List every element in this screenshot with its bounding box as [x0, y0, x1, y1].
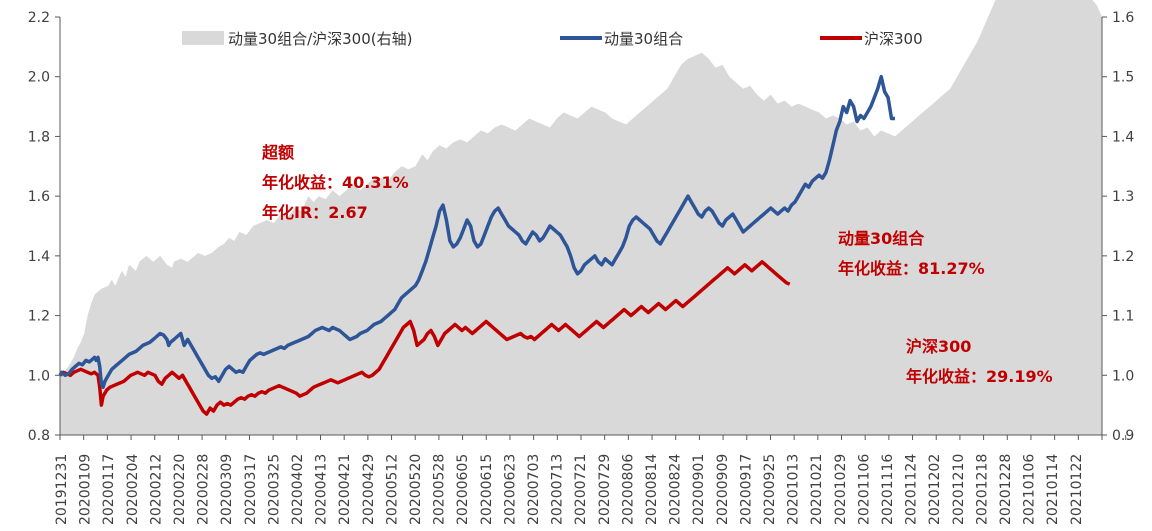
- x-axis-tick-label: 20201210: [951, 454, 967, 525]
- annotation-momentum-title: 动量30组合: [838, 229, 925, 248]
- x-axis-tick-label: 20200220: [172, 454, 188, 525]
- x-axis-tick-label: 20201218: [974, 454, 990, 525]
- x-axis-tick-label: 20200729: [597, 454, 613, 525]
- x-axis-tick-label: 20201029: [833, 454, 849, 525]
- x-axis-tick-label: 20200421: [337, 454, 353, 525]
- right-axis-tick-label: 1.2: [1112, 249, 1134, 265]
- annotation-hs300: 沪深300 年化收益：29.19%: [906, 337, 1053, 386]
- right-axis-tick-label: 1.6: [1112, 10, 1134, 26]
- x-axis-tick-label: 20200917: [738, 454, 754, 525]
- x-axis-tick-label: 20210114: [1045, 454, 1061, 525]
- x-axis-tick-label: 20200212: [148, 454, 164, 525]
- annotation-hs300-return: 年化收益：29.19%: [906, 367, 1053, 386]
- x-axis-tick-label: 20200309: [219, 454, 235, 525]
- x-axis-tick-label: 20200429: [361, 454, 377, 525]
- series-lines-layer: [58, 74, 895, 416]
- x-axis-tick-label: 20200814: [644, 454, 660, 525]
- x-axis-tick-label: 20201116: [880, 454, 896, 525]
- annotation-momentum-return: 年化收益：81.27%: [838, 259, 985, 278]
- x-axis-tick-label: 20201202: [927, 454, 943, 525]
- excess-return-area-layer: [60, 0, 1102, 435]
- x-axis-tick-label: 20200317: [243, 454, 259, 525]
- x-axis-tick-label: 20210122: [1069, 454, 1085, 525]
- right-axis-tick-label: 1.5: [1112, 70, 1134, 86]
- x-axis-tick-label: 20210106: [1022, 454, 1038, 525]
- hs300-line: [58, 260, 791, 416]
- x-axis-tick-label: 20201124: [904, 454, 920, 525]
- x-axis-tick-label: 20200806: [620, 454, 636, 525]
- x-axis-tick-label: 20200228: [196, 454, 212, 525]
- annotation-excess: 超额 年化收益：40.31% 年化IR：2.67: [261, 143, 409, 222]
- left-axis-tick-label: 1.4: [28, 249, 50, 265]
- left-axis-tick-label: 1.0: [28, 368, 50, 384]
- x-axis-tick-label: 20200721: [573, 454, 589, 525]
- x-axis-tick-label: 20200703: [526, 454, 542, 525]
- left-axis-tick-label: 2.2: [28, 10, 50, 26]
- x-axis-tick-label: 20191231: [54, 454, 70, 525]
- x-axis-tick-label: 20200413: [314, 454, 330, 525]
- x-axis-tick-label: 20200713: [550, 454, 566, 525]
- legend-label-momentum: 动量30组合: [604, 30, 683, 48]
- left-axis-tick-label: 2.0: [28, 70, 50, 86]
- x-axis-tick-label: 20200528: [432, 454, 448, 525]
- right-axis-tick-label: 0.9: [1112, 428, 1134, 444]
- annotation-excess-return: 年化收益：40.31%: [262, 173, 409, 192]
- x-axis-tick-label: 20200909: [715, 454, 731, 525]
- right-axis-tick-label: 1.3: [1112, 189, 1134, 205]
- legend-swatch-excess-area: [182, 31, 224, 45]
- x-axis-tick-label: 20201013: [786, 454, 802, 525]
- x-axis-tick-label: 20200512: [384, 454, 400, 525]
- annotation-momentum: 动量30组合 年化收益：81.27%: [838, 229, 985, 278]
- x-axis-tick-label: 20201228: [998, 454, 1014, 525]
- x-axis-tick-label: 20200605: [455, 454, 471, 525]
- annotation-excess-title: 超额: [261, 143, 294, 162]
- x-axis-tick-label: 20200520: [408, 454, 424, 525]
- x-axis-tick-label: 20200901: [691, 454, 707, 525]
- x-axis-tick-label: 20200109: [78, 454, 94, 525]
- legend-label-excess-area: 动量30组合/沪深300(右轴): [228, 30, 412, 48]
- x-axis-tick-label: 20200615: [479, 454, 495, 525]
- legend-label-hs300: 沪深300: [864, 30, 923, 48]
- right-axis-tick-label: 1.1: [1112, 309, 1134, 325]
- axes-layer: 0.8 1.0 1.2 1.4 1.6 1.8 2.0 2.2 0.9 1.0 1.1 1.2 1.3 1…: [28, 10, 1135, 525]
- excess-return-area: [60, 0, 1102, 435]
- x-axis-tick-label: 20200325: [266, 454, 282, 525]
- x-axis-tick-label: 20200402: [290, 454, 306, 525]
- left-axis-tick-label: 0.8: [28, 428, 50, 444]
- momentum-line: [58, 74, 895, 389]
- x-axis-tick-label: 20200824: [668, 454, 684, 525]
- x-axis-tick-label: 20201106: [856, 454, 872, 525]
- annotation-excess-ir: 年化IR：2.67: [262, 203, 368, 222]
- legend: 动量30组合/沪深300(右轴) 动量30组合 沪深300: [182, 30, 923, 48]
- x-axis-tick-label: 20200117: [101, 454, 117, 525]
- right-axis-tick-label: 1.4: [1112, 129, 1134, 145]
- x-axis-tick-label: 20200925: [762, 454, 778, 525]
- left-axis-tick-label: 1.6: [28, 189, 50, 205]
- left-axis-tick-label: 1.8: [28, 129, 50, 145]
- left-axis-tick-label: 1.2: [28, 309, 50, 325]
- x-axis-tick-label: 20201021: [809, 454, 825, 525]
- x-axis-tick-label: 20200204: [125, 454, 141, 525]
- x-axis-tick-label: 20200623: [502, 454, 518, 525]
- annotation-hs300-title: 沪深300: [906, 337, 971, 356]
- right-axis-tick-label: 1.0: [1112, 368, 1134, 384]
